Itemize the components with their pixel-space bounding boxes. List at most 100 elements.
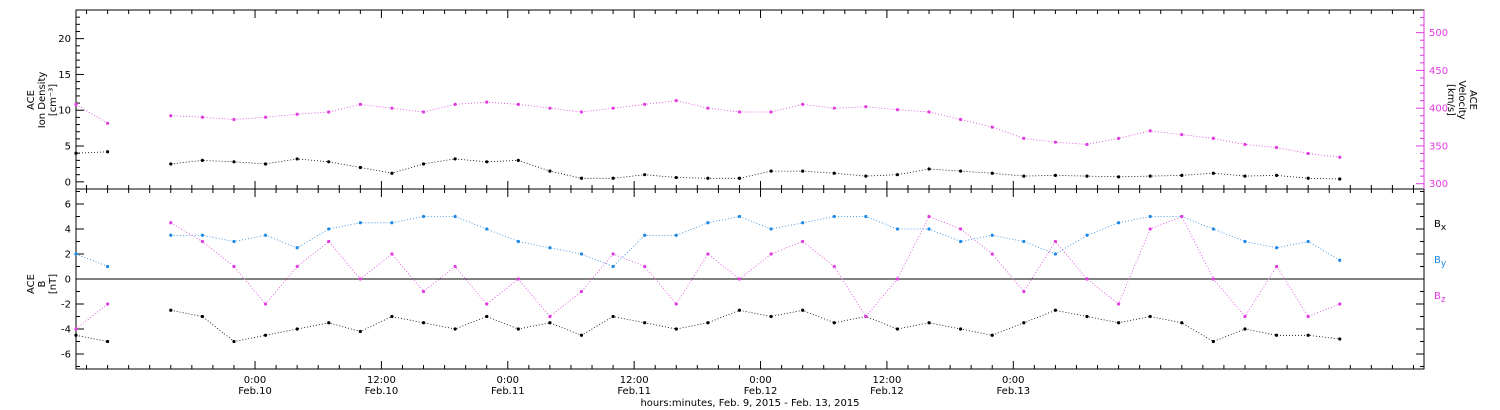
bottom-bx-point [1306, 333, 1310, 337]
top-velocity-point [263, 115, 268, 119]
bottom-bx-point [1148, 314, 1152, 319]
bottom-bz-point [927, 214, 931, 219]
top-y2label-line3: [km/s] [1445, 84, 1456, 116]
top-ion-density-point [1211, 171, 1215, 175]
bottom-bx-point [169, 308, 173, 312]
bottom-by-point [895, 227, 900, 231]
bottom-by-point [674, 233, 678, 237]
bottom-bx-point [548, 321, 552, 325]
bottom-by-point [959, 239, 963, 244]
top-ylabel-line2: Ion Density [37, 72, 48, 129]
top-left-ylabel: ACE Ion Density [cm⁻³] [26, 72, 59, 129]
bottom-bx-point [105, 339, 110, 344]
bottom-bx-point [485, 314, 489, 319]
bottom-panel-ticks: -6 -4 -2 0 2 4 6 [61, 191, 1424, 367]
x-tick-time-6: 0:00 [1002, 375, 1024, 386]
top-ylabel-line1: ACE [26, 90, 37, 110]
top-velocity-point [1053, 140, 1058, 144]
top-panel-frame [75, 9, 1425, 190]
top-velocity-point [453, 102, 457, 107]
top-velocity-point [1274, 145, 1279, 150]
top-ion-density-point [769, 169, 773, 173]
top-ion-density-point [611, 176, 615, 180]
top-ion-density-point [737, 176, 742, 180]
bottom-bx-point [295, 327, 299, 331]
bottom-bx-trace [75, 309, 1340, 342]
bottom-by-point [421, 214, 426, 219]
top-velocity-point [1085, 142, 1089, 147]
x-tick-date-1: Feb.10 [365, 386, 399, 397]
top-velocity-point [548, 106, 552, 110]
x-tick-date-4: Feb.12 [744, 386, 778, 397]
bottom-by-point [1085, 233, 1089, 237]
bottom-by-point [200, 233, 204, 237]
top-ion-density-point [295, 157, 299, 161]
bottom-bx-point [1338, 337, 1342, 341]
top-ion-density-point [485, 160, 489, 164]
top-velocity-trace [75, 100, 1340, 158]
top-ion-density-point [1180, 173, 1184, 177]
bottom-ylabel-line3: [nT] [48, 274, 59, 294]
top-velocity-point [327, 110, 331, 114]
bottom-bz-point [864, 314, 868, 319]
top-ion-density-point [674, 175, 678, 180]
top-ytick-label-4: 20 [58, 34, 71, 45]
bottom-bz-point [1148, 227, 1152, 231]
legend-bx: Bx [1434, 219, 1447, 233]
bottom-bx-point [737, 308, 742, 312]
x-tick-time-1: 12:00 [367, 375, 396, 386]
top-ion-density-point [832, 171, 836, 175]
bottom-bz-point [674, 302, 678, 306]
bottom-by-point [485, 227, 489, 231]
bottom-by-point [1243, 239, 1247, 244]
top-ylabel-line3: [cm⁻³] [48, 84, 59, 116]
top-ion-density-point [1338, 177, 1342, 181]
x-axis-title: hours:minutes, Feb. 9, 2015 - Feb. 13, 2… [640, 398, 859, 409]
top-ion-density-point [263, 162, 268, 166]
bottom-bz-point [1243, 314, 1247, 319]
top-velocity-point [169, 114, 173, 118]
bottom-bx-point [927, 321, 931, 325]
bottom-by-point [263, 233, 268, 237]
bottom-by-point [390, 221, 394, 225]
top-panel-series [74, 99, 1342, 181]
top-ion-density-point [358, 165, 362, 170]
bottom-bx-point [1274, 333, 1279, 337]
bottom-bz-point [643, 264, 647, 269]
b-legend: Bx By Bz [1434, 219, 1447, 305]
top-y2tick-label-2: 400 [1429, 104, 1448, 115]
bottom-by-point [1338, 258, 1342, 262]
bottom-bz-point [990, 252, 994, 256]
bottom-bx-point [390, 314, 394, 319]
bottom-by-point [1211, 227, 1215, 231]
bottom-by-trace [75, 216, 1341, 267]
bottom-ytick-label-3: 0 [65, 275, 71, 286]
bottom-by-point [1116, 221, 1121, 225]
bottom-bz-point [959, 227, 963, 231]
bottom-bx-point [1211, 339, 1215, 344]
top-y2label-line2: Velocity [1456, 80, 1467, 119]
x-tick-date-2: Feb.11 [491, 386, 525, 397]
bottom-ylabel-line2: B [37, 280, 48, 287]
x-tick-date-5: Feb.12 [870, 386, 904, 397]
bottom-by-point [548, 246, 552, 250]
top-velocity-point [801, 102, 805, 107]
top-ion-density-point [895, 173, 900, 177]
top-y2tick-label-3: 450 [1429, 66, 1448, 77]
top-y2tick-label-4: 500 [1429, 28, 1448, 39]
top-velocity-point [769, 110, 773, 114]
bottom-bx-point [74, 333, 78, 337]
bottom-bx-point [895, 327, 900, 331]
top-velocity-point [1148, 129, 1152, 133]
bottom-bz-point [169, 221, 173, 225]
bottom-by-point [832, 214, 836, 219]
top-y2tick-label-0: 300 [1429, 179, 1448, 190]
top-velocity-point [990, 125, 994, 129]
top-ytick-label-0: 0 [65, 177, 71, 188]
bottom-left-ylabel: ACE B [nT] [26, 274, 59, 294]
top-ion-density-point [927, 167, 931, 171]
bottom-bz-point [1306, 314, 1310, 319]
bottom-bx-point [674, 327, 678, 331]
top-velocity-point [706, 106, 710, 110]
bottom-bx-point [1180, 321, 1184, 325]
